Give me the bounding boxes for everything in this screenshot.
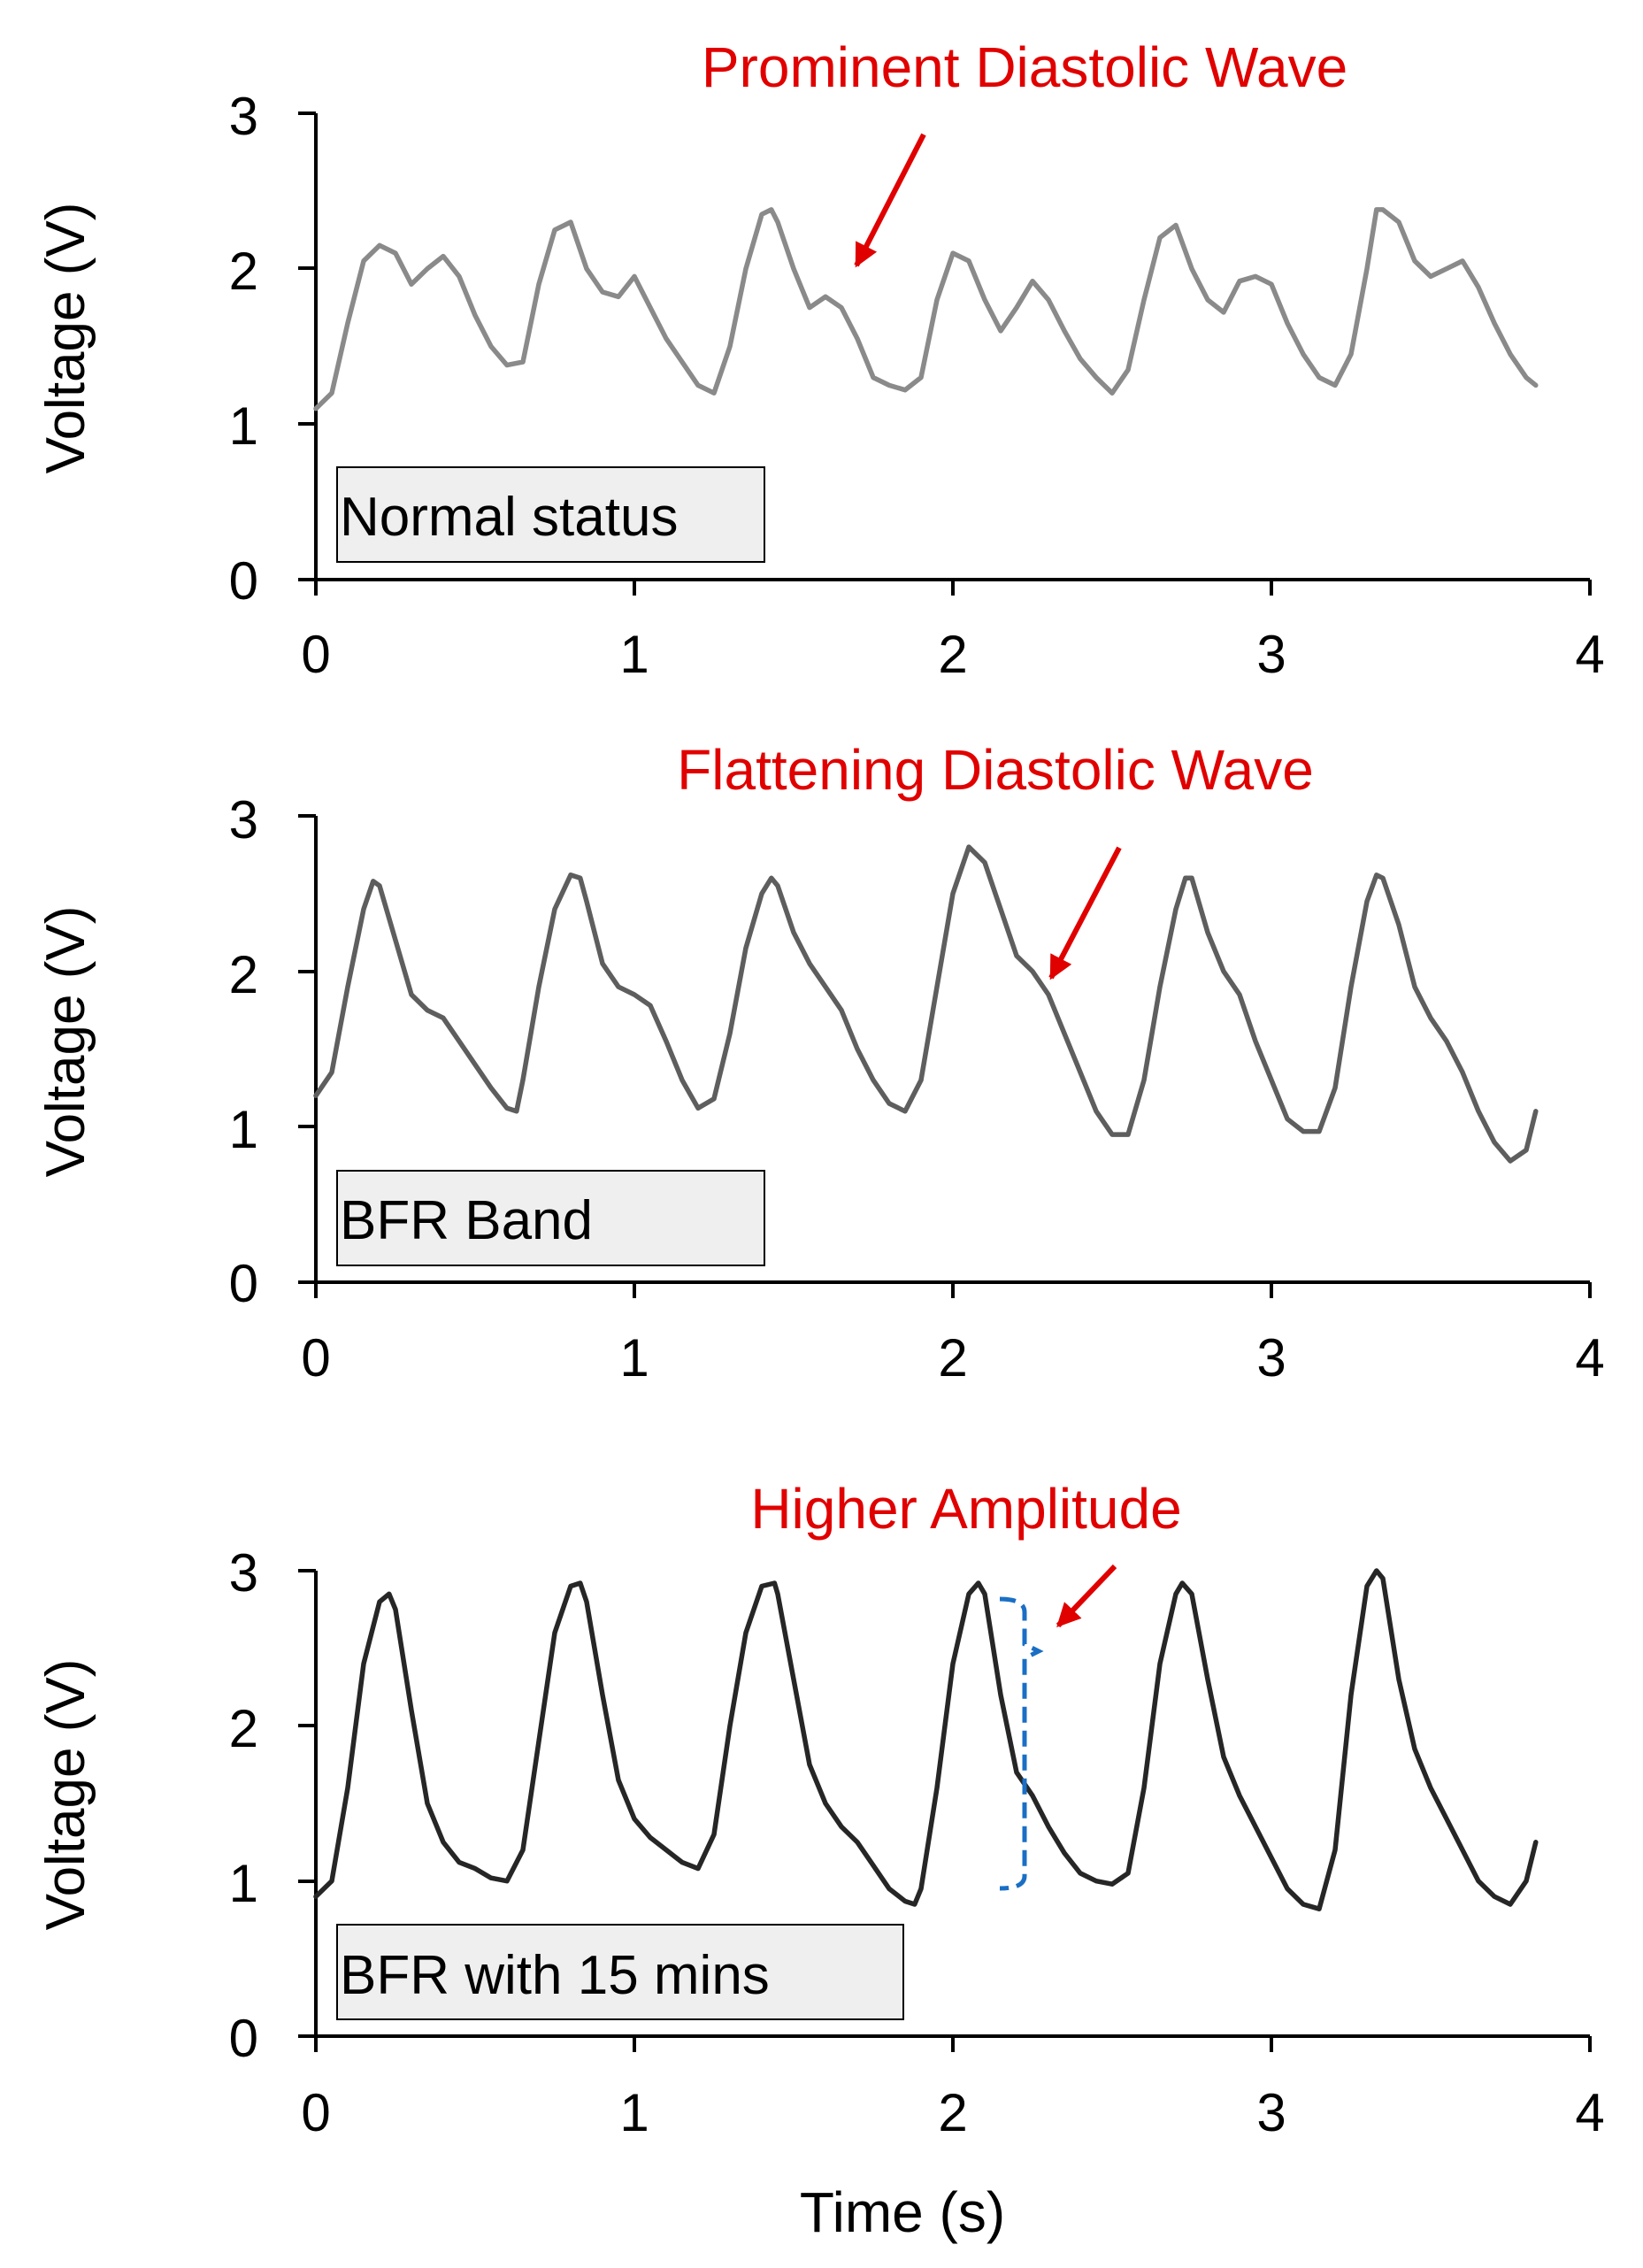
panel-1-ytick-label: 0	[229, 551, 258, 611]
panel-2-ytick-label: 0	[229, 1254, 258, 1313]
panel-2-xtick-label: 1	[619, 1328, 649, 1388]
panel-3-status-box	[336, 1924, 904, 2020]
panel-2-xtick-label: 0	[301, 1328, 330, 1388]
panel-2-ytick-label: 2	[229, 945, 258, 1004]
panel-3-ytick-label: 3	[229, 1543, 258, 1603]
panel-1-x-tick-marks	[314, 580, 1592, 596]
panel-3-ylabel: Voltage (V)	[35, 1659, 96, 1931]
panel-2-status-label: BFR Band	[340, 1190, 593, 1251]
panel-3-x-tick-marks	[314, 2036, 1592, 2052]
panel-1-ylabel: Voltage (V)	[35, 203, 96, 474]
panel-3-status-label: BFR with 15 mins	[340, 1945, 770, 2006]
panel-3-xtick-label: 0	[301, 2083, 330, 2142]
panel-3-xtick-label: 4	[1575, 2083, 1604, 2142]
panel-1-xtick-label: 2	[938, 625, 967, 684]
panel-3-yticks: 0 1 2 3	[229, 1543, 258, 2068]
panel-2-xtick-label: 4	[1575, 1328, 1604, 1388]
panel-3-amplitude-bracket	[999, 1596, 1044, 1891]
panel-2-annotation-arrow	[1048, 846, 1122, 980]
panel-2-y-tick-marks	[298, 814, 316, 1284]
panel-1-status-box	[336, 466, 765, 563]
panel-2-xticks: 0 1 2 3 4	[301, 1328, 1604, 1388]
panel-2-yticks: 0 1 2 3	[229, 790, 258, 1313]
panel-3-xtick-label: 3	[1256, 2083, 1286, 2142]
panel-1-series-line	[313, 207, 1539, 411]
chart-panel-2: Voltage (V) 0 1 2 3 0 1 2 3 4 BFR Band F…	[35, 738, 1605, 1388]
panel-3-xtick-label: 1	[619, 2083, 649, 2142]
chart-panel-1: Voltage (V) 0 1 2 3 0 1 2 3 4 Normal sta…	[35, 35, 1605, 684]
panel-3-annotation-arrow	[1056, 1564, 1117, 1628]
panel-3-y-tick-marks	[298, 1569, 316, 2038]
panel-3-ytick-label: 2	[229, 1699, 258, 1758]
panel-3-series-line	[313, 1568, 1539, 1911]
panel-2-axes	[298, 814, 1592, 1298]
panel-2-x-tick-marks	[314, 1282, 1592, 1298]
panel-1-y-tick-marks	[298, 111, 316, 581]
panel-2-annotation: Flattening Diastolic Wave	[677, 738, 1314, 802]
panel-1-ytick-label: 1	[229, 396, 258, 456]
panel-1-xtick-label: 4	[1575, 625, 1604, 684]
chart-panel-3: Voltage (V) 0 1 2 3 0 1 2 3 4 BFR with 1…	[35, 1477, 1605, 2142]
x-axis-label: Time (s)	[800, 2180, 1005, 2244]
panel-2-series-line	[313, 844, 1539, 1164]
panel-2-xtick-label: 3	[1256, 1328, 1286, 1388]
panel-3-annotation: Higher Amplitude	[750, 1477, 1181, 1541]
panel-2-ytick-label: 3	[229, 790, 258, 850]
panel-3-xtick-label: 2	[938, 2083, 967, 2142]
panel-1-annotation-arrow	[854, 133, 926, 268]
panel-2-xtick-label: 2	[938, 1328, 967, 1388]
panel-3-xticks: 0 1 2 3 4	[301, 2083, 1604, 2142]
panel-1-xtick-label: 0	[301, 625, 330, 684]
panel-1-ytick-label: 2	[229, 242, 258, 301]
panel-1-axes	[298, 111, 1592, 596]
panel-3-axes	[298, 1569, 1592, 2052]
panel-2-ylabel: Voltage (V)	[35, 906, 96, 1178]
panel-3-ytick-label: 0	[229, 2009, 258, 2068]
panel-1-xticks: 0 1 2 3 4	[301, 625, 1604, 684]
panel-1-ytick-label: 3	[229, 87, 258, 146]
panel-1-status-label: Normal status	[340, 487, 678, 548]
panel-2-ytick-label: 1	[229, 1100, 258, 1159]
panel-1-annotation: Prominent Diastolic Wave	[702, 35, 1347, 99]
panel-1-xtick-label: 3	[1256, 625, 1286, 684]
panel-1-yticks: 0 1 2 3	[229, 87, 258, 611]
panel-2-status-box	[336, 1170, 765, 1266]
panel-3-ytick-label: 1	[229, 1854, 258, 1913]
panel-1-xtick-label: 1	[619, 625, 649, 684]
